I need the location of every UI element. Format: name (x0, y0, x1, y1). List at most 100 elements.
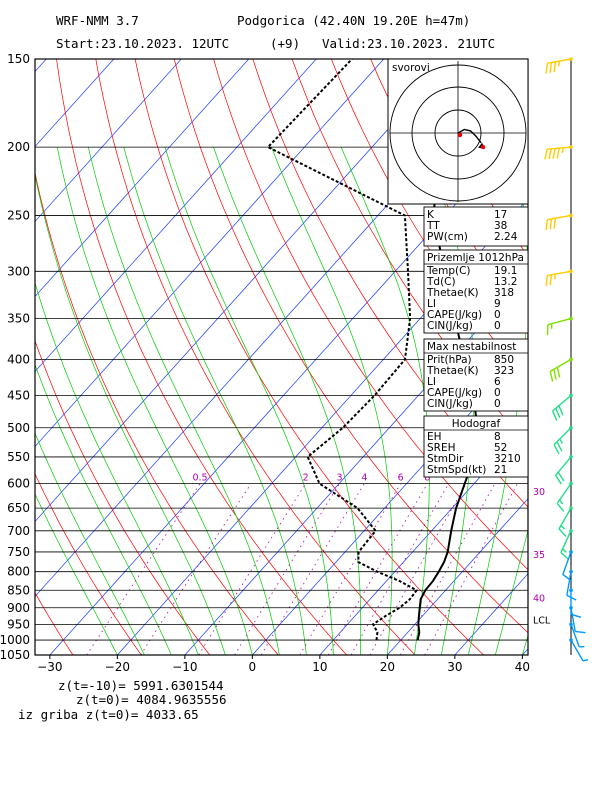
hodograf-row-label: EH (427, 431, 442, 443)
pressure-tick-label: 800 (7, 565, 30, 579)
wind-barb (551, 393, 573, 421)
temperature-axis: −30 −20 −10 0 10 20 30 40 (37, 655, 530, 674)
temperature-tick-label: 20 (380, 660, 395, 674)
mixing-ratio-label: 3 (336, 473, 342, 484)
isotherm-line (387, 498, 528, 655)
pressure-tick-label: 500 (7, 421, 30, 435)
wind-barb-feather (545, 275, 549, 286)
hodograf-row-label: StmDir (427, 453, 464, 465)
wind-barb-feather (558, 405, 564, 416)
pressure-tick-label: 750 (7, 545, 30, 559)
temperature-tick-label: 10 (312, 660, 327, 674)
hodograf-row-value: 8 (494, 431, 501, 443)
wind-barb-feather (553, 218, 557, 229)
wind-barb (554, 455, 573, 485)
wind-barb-feather (553, 369, 557, 380)
wind-barb-feather (548, 148, 552, 160)
moist-adiabat-line (35, 363, 172, 655)
moist-adiabat-line (495, 529, 528, 655)
temperature-tick-label: −30 (37, 660, 62, 674)
model-title: WRF-NMM 3.7 (56, 13, 139, 28)
maxunstable-row-value: 0 (494, 387, 501, 399)
maxunstable-row-value: 0 (494, 398, 501, 410)
hodograf-row-label: StmSpd(kt) (427, 464, 486, 476)
location-title: Podgorica (42.40N 19.20E h=47m) (237, 13, 470, 28)
maxunstable-row-label: CAPE(J/kg) (427, 387, 482, 399)
valid-time: Valid:23.10.2023. 21UTC (322, 36, 495, 51)
mixing-ratio-line (369, 483, 467, 655)
right-label: LCL (533, 615, 551, 626)
pressure-tick-label: 450 (7, 388, 30, 402)
wind-barb-feather (545, 219, 549, 231)
maxunstable-row-label: Prit(hPa) (427, 354, 472, 366)
dewpoint-profile (266, 59, 419, 641)
wind-barb-feather (544, 149, 548, 160)
wind-barb-half-feather (582, 658, 589, 662)
wind-barb (545, 57, 573, 74)
temperature-tick-label: 40 (515, 660, 530, 674)
moist-adiabat-line (340, 146, 430, 655)
surface-row-label: LI (427, 298, 436, 310)
wind-barb-feather (551, 410, 558, 421)
wind-barbs (544, 57, 589, 662)
mixing-ratio-line (299, 483, 402, 655)
wind-barb-feather (555, 408, 561, 419)
pressure-tick-label: 950 (7, 617, 30, 631)
moist-adiabat-line (87, 147, 280, 655)
wind-barb-half-feather (561, 147, 565, 154)
pressure-tick-label: 400 (7, 352, 30, 366)
moist-adiabat-line (522, 634, 528, 655)
wind-barb-feather (556, 147, 560, 159)
isotherm-line (590, 59, 600, 655)
pressure-tick-label: 550 (7, 450, 30, 464)
index-row-label: K (427, 209, 435, 221)
dry-adiabat-line (35, 339, 211, 655)
wind-barb-shaft (566, 571, 572, 596)
height-zero: z(t=0)= 4084.9635556 (76, 692, 227, 707)
surface-row-value: 9 (494, 298, 501, 310)
mixing-ratio-label: 0.5 (192, 473, 207, 484)
maxunstable-panel-frame (423, 338, 529, 412)
pressure-tick-label: 700 (7, 524, 30, 538)
moist-adiabat-line (123, 147, 307, 655)
wind-barb (556, 481, 573, 512)
hodograf-row-value: 52 (494, 442, 507, 454)
hodograf-row-value: 21 (494, 464, 507, 476)
index-row-label: PW(cm) (427, 231, 468, 243)
isotherm-line (35, 59, 317, 373)
index-row-value: 17 (494, 209, 507, 221)
wind-barb (566, 569, 577, 601)
isotherm-line (117, 198, 528, 655)
wind-barb-shaft (570, 624, 580, 648)
wind-barb-feather (553, 61, 557, 73)
surface-panel-title: Prizemlje 1012hPa (427, 252, 524, 264)
dry-adiabat-line (0, 59, 4, 655)
info-panels: K 17 TT 38 PW(cm) 2.24 Prizemlje 1012hPaTemp(C… (423, 206, 529, 478)
wind-barb (558, 506, 573, 537)
wind-barb-feather (556, 441, 563, 452)
index-row-label: TT (426, 220, 440, 232)
hodograph-trace (457, 128, 482, 144)
pressure-tick-label: 850 (7, 583, 30, 597)
pressure-tick-label: 650 (7, 501, 30, 515)
temperature-tick-label: 30 (447, 660, 462, 674)
hodograph-marker (457, 132, 463, 138)
surface-row-value: 13.2 (494, 276, 517, 288)
maxunstable-row-value: 323 (494, 365, 514, 377)
wind-barb-feather (553, 444, 560, 455)
pressure-tick-label: 1050 (0, 648, 30, 662)
wind-barb-feather (556, 502, 565, 512)
wind-barb-feather (549, 371, 554, 382)
moist-adiabat-line (35, 493, 118, 655)
surface-row-label: CAPE(J/kg) (427, 309, 482, 321)
isotherm-line (35, 59, 452, 523)
wind-barb-half-feather (562, 548, 567, 553)
wind-barb (544, 145, 573, 160)
moist-adiabat-line (35, 173, 226, 655)
moist-adiabat-line (271, 146, 393, 655)
isotherm-line (319, 423, 528, 655)
right-label: 35 (533, 550, 545, 561)
wind-barb-feather (545, 63, 549, 74)
pressure-tick-label: 200 (7, 140, 30, 154)
wind-barb (545, 269, 573, 286)
